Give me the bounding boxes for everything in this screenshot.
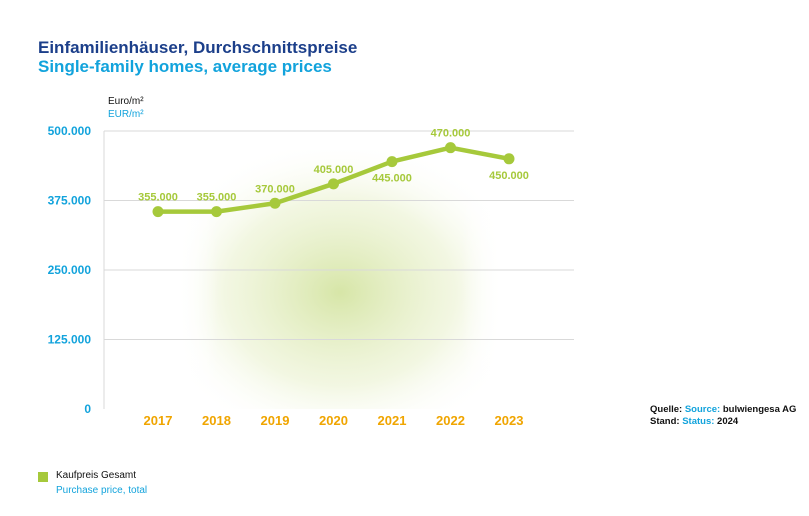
- data-point: [445, 142, 456, 154]
- y-tick-label: 250.000: [48, 263, 92, 277]
- data-point: [269, 197, 281, 209]
- source-label-de: Quelle:: [650, 404, 683, 415]
- y-unit-label-en: EUR/m²: [108, 109, 144, 120]
- status-line: Stand: Status: 2024: [650, 416, 738, 427]
- axes: 0 125.000 250.000 375.000 500.000 2017 2018 201…: [48, 124, 524, 428]
- y-tick-label: 375.000: [48, 194, 92, 208]
- y-unit-label-de: Euro/m²: [108, 96, 144, 107]
- chart-title-en: Single-family homes, average prices: [38, 57, 332, 76]
- glow-fade: [180, 150, 500, 409]
- x-tick-label: 2022: [436, 413, 465, 428]
- x-tick-label: 2017: [144, 413, 173, 428]
- legend-label-en: Purchase price, total: [56, 485, 148, 496]
- data-label: 445.000: [372, 173, 412, 185]
- x-tick-label: 2019: [261, 413, 290, 428]
- source-value: bulwiengesa AG: [722, 404, 797, 415]
- data-label: 450.000: [489, 170, 529, 182]
- x-tick-label: 2023: [495, 413, 524, 428]
- y-tick-label: 125.000: [48, 333, 92, 347]
- data-point: [152, 206, 164, 218]
- data-label: 355.000: [197, 192, 237, 204]
- status-label-en: Status:: [682, 416, 715, 427]
- data-label: 470.000: [431, 128, 471, 140]
- data-label: 370.000: [255, 183, 295, 195]
- legend-swatch: [38, 472, 48, 482]
- background-glow: [180, 150, 500, 409]
- y-tick-label: 500.000: [48, 124, 92, 138]
- series-purchase-price: [152, 142, 515, 218]
- grid-lines: [104, 130, 574, 340]
- data-point: [503, 153, 515, 165]
- x-tick-label: 2018: [202, 413, 231, 428]
- x-tick-label: 2020: [319, 413, 348, 428]
- source-line: Quelle: Source: bulwiengesa AG: [650, 404, 796, 415]
- data-labels: 355.000 355.000 370.000 405.000 445.000 470.0…: [138, 128, 529, 204]
- y-tick-label: 0: [84, 402, 91, 416]
- legend-label-de: Kaufpreis Gesamt: [56, 470, 137, 481]
- source-label-en: Source:: [684, 404, 721, 415]
- x-tick-label: 2021: [378, 413, 407, 428]
- data-label: 355.000: [138, 192, 178, 204]
- status-value: 2024: [717, 416, 739, 427]
- data-point: [211, 206, 222, 218]
- data-label: 405.000: [314, 164, 354, 176]
- data-point: [328, 178, 339, 190]
- chart-title-de: Einfamilienhäuser, Durchschnittspreise: [38, 38, 358, 57]
- data-point: [386, 156, 398, 168]
- status-label-de: Stand:: [650, 416, 680, 427]
